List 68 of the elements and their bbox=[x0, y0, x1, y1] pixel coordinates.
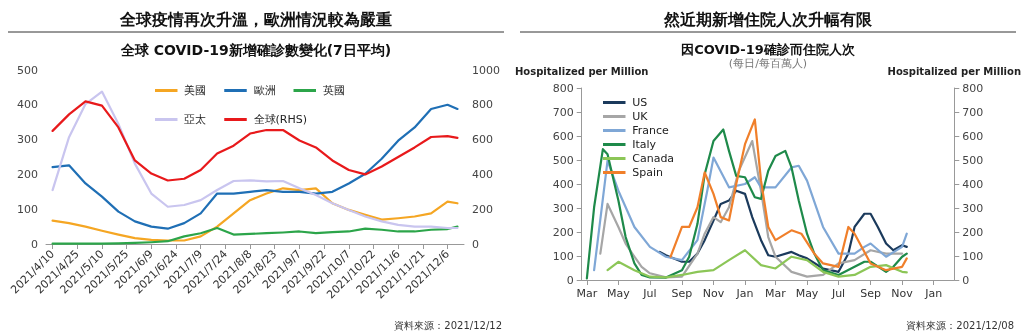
y-tick-label: 300 bbox=[17, 133, 38, 147]
line-series bbox=[606, 249, 908, 279]
legend-label: Italy bbox=[632, 138, 657, 151]
y-tick-label: 200 bbox=[17, 167, 38, 181]
x-tick-label: Jan bbox=[924, 287, 943, 300]
x-tick-label: Nov bbox=[891, 287, 914, 300]
x-tick-label: Jan bbox=[735, 287, 754, 300]
y2-tick-label: 200 bbox=[962, 225, 984, 239]
line-series bbox=[593, 156, 908, 272]
y-tick-label: 100 bbox=[17, 202, 38, 216]
y-tick-label: 600 bbox=[552, 129, 574, 143]
text: (每日/每百萬人) bbox=[728, 57, 808, 70]
y-tick-label: 500 bbox=[17, 63, 38, 77]
y2-tick-label: 400 bbox=[472, 167, 493, 181]
y-tick-label: 800 bbox=[552, 81, 574, 95]
y2-tick-label: 1000 bbox=[472, 63, 500, 77]
y2-tick-label: 100 bbox=[962, 249, 984, 263]
y-tick-label: 400 bbox=[552, 177, 574, 191]
chart-title: 全球疫情再次升溫，歐洲情況較為嚴重 bbox=[119, 9, 392, 29]
legend-label: 歐洲 bbox=[253, 84, 276, 97]
legend-label: Spain bbox=[632, 166, 664, 179]
y2-axis-title: Hospitalized per Million bbox=[887, 65, 1022, 77]
chart-subtitle: 因COVID-19確診而住院人次 bbox=[681, 42, 856, 57]
y2-tick-label: 0 bbox=[962, 273, 970, 287]
line-series bbox=[51, 225, 459, 245]
x-tick-label: Jul bbox=[642, 287, 657, 300]
legend-label: Canada bbox=[632, 152, 675, 165]
y2-tick-label: 800 bbox=[962, 81, 984, 95]
chart-title: 然近期新增住院人次升幅有限 bbox=[663, 9, 873, 29]
line-series bbox=[51, 100, 459, 182]
y-tick-label: 400 bbox=[17, 98, 38, 112]
legend-label: France bbox=[632, 124, 670, 137]
y-tick-label: 700 bbox=[552, 105, 574, 119]
legend-label: US bbox=[632, 96, 648, 109]
source-note: 資料來源：2021/12/12 bbox=[394, 319, 502, 331]
legend-label: 英國 bbox=[322, 84, 345, 97]
x-tick-label: May bbox=[795, 287, 819, 300]
y-tick-label: 500 bbox=[552, 153, 574, 167]
y2-tick-label: 300 bbox=[962, 201, 984, 215]
y-tick-label: 300 bbox=[552, 201, 574, 215]
line-series bbox=[658, 189, 908, 273]
legend-label: 全球(RHS) bbox=[253, 113, 307, 126]
y2-tick-label: 400 bbox=[962, 177, 984, 191]
x-tick-label: Mar bbox=[576, 287, 598, 300]
legend-label: UK bbox=[632, 110, 649, 123]
source-note: 資料來源：2021/12/08 bbox=[906, 319, 1014, 331]
y2-tick-label: 600 bbox=[472, 133, 493, 147]
y-tick-label: 0 bbox=[31, 237, 38, 251]
legend-label: 美國 bbox=[184, 84, 207, 97]
y-tick-label: 200 bbox=[552, 225, 574, 239]
x-tick-label: Nov bbox=[702, 287, 725, 300]
legend-label: 亞太 bbox=[184, 113, 207, 126]
x-tick-label: Mar bbox=[765, 287, 787, 300]
y2-tick-label: 0 bbox=[472, 237, 479, 251]
y2-tick-label: 200 bbox=[472, 202, 493, 216]
y-axis-title: Hospitalized per Million bbox=[514, 65, 649, 77]
y2-tick-label: 500 bbox=[962, 153, 984, 167]
y2-tick-label: 800 bbox=[472, 98, 493, 112]
x-tick-label: Jul bbox=[830, 287, 846, 300]
y2-tick-label: 600 bbox=[962, 129, 984, 143]
line-series bbox=[51, 187, 459, 242]
y-tick-label: 0 bbox=[566, 273, 574, 287]
x-tick-label: May bbox=[607, 287, 631, 300]
x-tick-label: Sep bbox=[671, 287, 693, 300]
chart-subtitle: 全球 COVID-19新增確診數變化(7日平均) bbox=[119, 42, 392, 58]
x-tick-label: Sep bbox=[860, 287, 881, 300]
y-tick-label: 100 bbox=[552, 249, 574, 263]
y2-tick-label: 700 bbox=[962, 105, 984, 119]
